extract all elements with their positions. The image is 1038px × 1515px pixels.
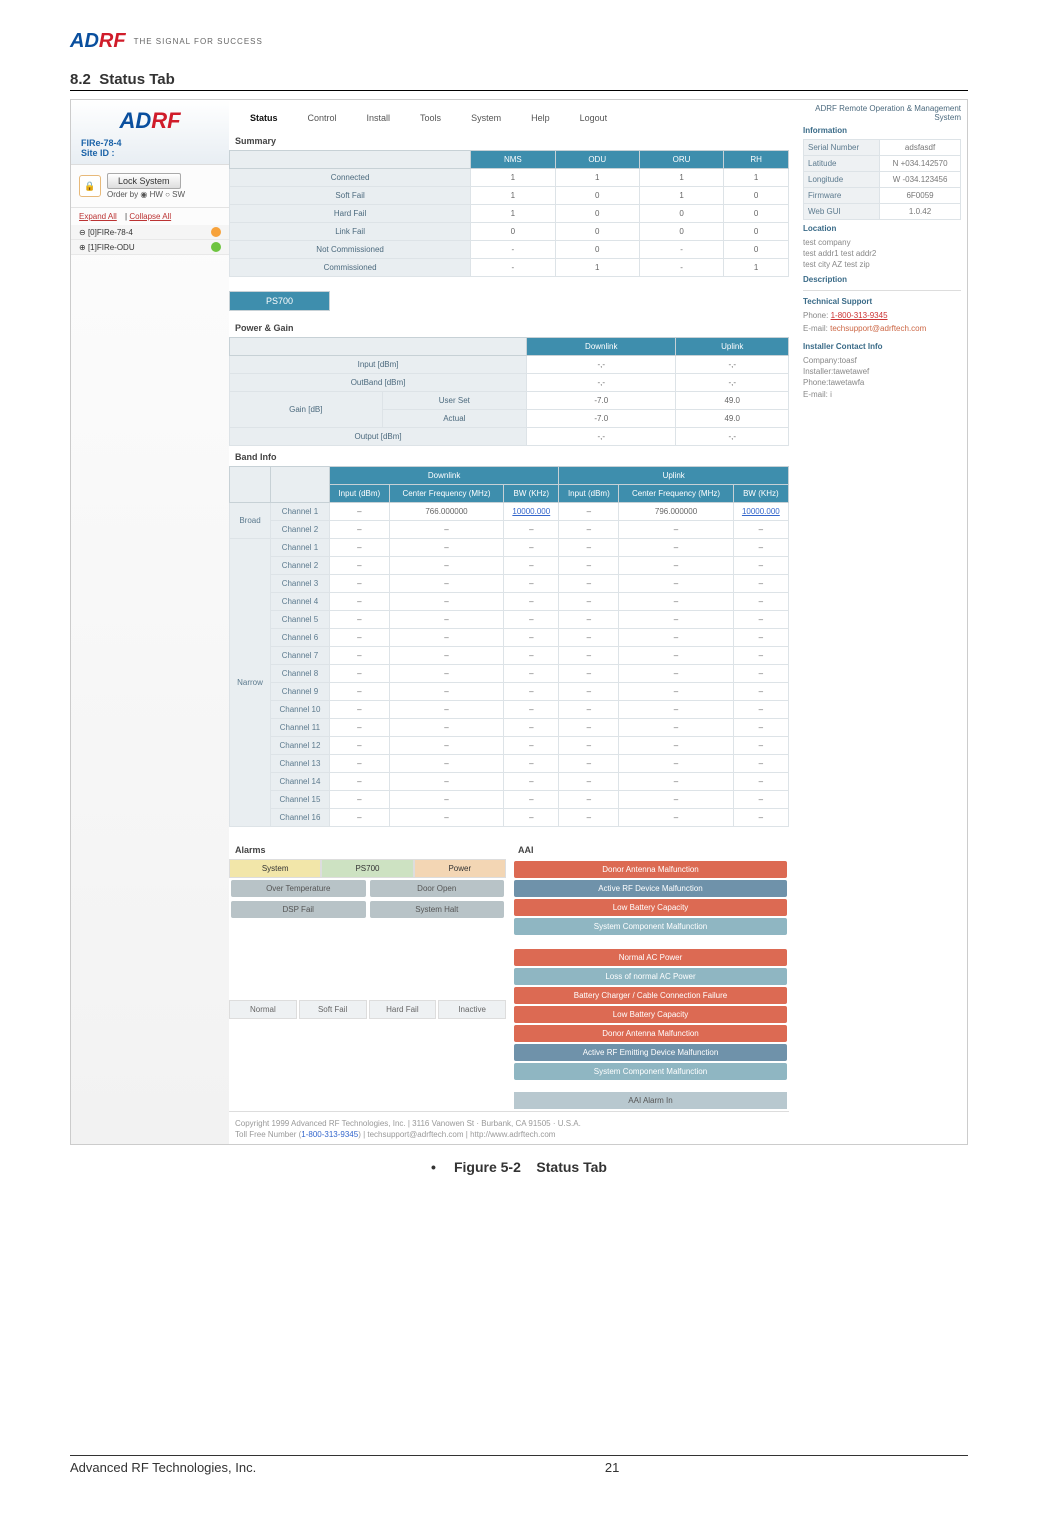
- tab-control[interactable]: Control: [293, 106, 352, 130]
- aai-pill: Donor Antenna Malfunction: [514, 1025, 787, 1042]
- doc-logo: ADRF THE SIGNAL FOR SUCCESS: [70, 30, 968, 53]
- ps-badge: PS700: [229, 291, 330, 311]
- tab-install[interactable]: Install: [352, 106, 406, 130]
- expand-all-link[interactable]: Expand All: [79, 212, 117, 221]
- aai-title: AAI: [512, 839, 789, 859]
- aai-pill: Active RF Emitting Device Malfunction: [514, 1044, 787, 1061]
- alarms-title: Alarms: [229, 839, 506, 859]
- power-gain-title: Power & Gain: [229, 317, 789, 337]
- screenshot: ADRF FIRe-78-4 Site ID : 🔒 Lock System O…: [70, 99, 968, 1145]
- location-title: Location: [803, 224, 961, 233]
- alarm-tab-system[interactable]: System: [229, 859, 321, 878]
- band-ul: Uplink: [559, 467, 789, 485]
- main-content: StatusControlInstallToolsSystemHelpLogou…: [229, 100, 797, 1144]
- info-title: Information: [803, 126, 961, 135]
- aai-pill: Active RF Device Malfunction: [514, 880, 787, 897]
- support-phone-link[interactable]: 1-800-313-9345: [831, 311, 888, 320]
- band-title: Band Info: [229, 446, 789, 466]
- product-name: FIRe-78-4: [81, 138, 219, 148]
- aai-pill: Normal AC Power: [514, 949, 787, 966]
- tab-status[interactable]: Status: [235, 106, 293, 130]
- installer-title: Installer Contact Info: [803, 342, 961, 351]
- description-title: Description: [803, 275, 961, 284]
- footer-phone-link[interactable]: 1-800-313-9345: [301, 1130, 358, 1139]
- status-dot-icon: [211, 242, 221, 252]
- band-table: DownlinkUplink Input (dBm)Center Frequen…: [229, 466, 789, 827]
- collapse-all-link[interactable]: Collapse All: [129, 212, 171, 221]
- col-uplink: Uplink: [676, 338, 789, 356]
- lock-icon: 🔒: [79, 175, 101, 197]
- aai-pill: System Component Malfunction: [514, 918, 787, 935]
- orderby-label: Order by ◉ HW ○ SW: [107, 190, 185, 199]
- nav-tabs: StatusControlInstallToolsSystemHelpLogou…: [229, 100, 789, 130]
- logo-ad: AD: [70, 30, 99, 52]
- site-id-label: Site ID :: [81, 148, 219, 158]
- alarm-legend: NormalSoft FailHard FailInactive: [229, 1000, 506, 1019]
- tab-tools[interactable]: Tools: [405, 106, 456, 130]
- aai-footer: AAI Alarm In: [514, 1092, 787, 1109]
- col-downlink: Downlink: [527, 338, 676, 356]
- status-dot-icon: [211, 227, 221, 237]
- alarm-pill: System Halt: [370, 901, 505, 918]
- alarm-pill: DSP Fail: [231, 901, 366, 918]
- sidebar-logo: ADRF: [81, 106, 219, 138]
- summary-table: NMSODUORURH Connected1111Soft Fail1010Ha…: [229, 150, 789, 277]
- band-dl: Downlink: [329, 467, 559, 485]
- alarm-tab-power[interactable]: Power: [414, 859, 506, 878]
- section-heading: 8.2 Status Tab: [70, 71, 968, 91]
- sidebar: ADRF FIRe-78-4 Site ID : 🔒 Lock System O…: [71, 100, 229, 1144]
- right-panel: ADRF Remote Operation & Management Syste…: [797, 100, 967, 1144]
- alarm-tab-ps700[interactable]: PS700: [321, 859, 413, 878]
- tab-help[interactable]: Help: [516, 106, 565, 130]
- tab-logout[interactable]: Logout: [565, 106, 623, 130]
- aai-pill: Low Battery Capacity: [514, 899, 787, 916]
- logo-tagline: THE SIGNAL FOR SUCCESS: [134, 37, 263, 46]
- aai-pill: Loss of normal AC Power: [514, 968, 787, 985]
- tech-support-title: Technical Support: [803, 297, 961, 306]
- tree-item[interactable]: ⊕ [1]FIRe-ODU: [71, 240, 229, 255]
- aai-pill: Low Battery Capacity: [514, 1006, 787, 1023]
- tab-system[interactable]: System: [456, 106, 516, 130]
- page-footer: Advanced RF Technologies, Inc. 21: [70, 1455, 968, 1475]
- logo-rf: RF: [99, 30, 126, 52]
- alarm-pill: Door Open: [370, 880, 505, 897]
- system-title: ADRF Remote Operation & Management Syste…: [803, 104, 961, 122]
- tree-item[interactable]: ⊖ [0]FIRe-78-4: [71, 225, 229, 240]
- info-table: Serial NumberadsfasdfLatitudeN +034.1425…: [803, 139, 961, 220]
- power-gain-table: DownlinkUplink Input [dBm]-,--,-OutBand …: [229, 337, 789, 446]
- summary-title: Summary: [229, 130, 789, 150]
- aai-pill: Battery Charger / Cable Connection Failu…: [514, 987, 787, 1004]
- aai-pill: System Component Malfunction: [514, 1063, 787, 1080]
- screenshot-footer: Copyright 1999 Advanced RF Technologies,…: [229, 1111, 789, 1144]
- aai-pill: Donor Antenna Malfunction: [514, 861, 787, 878]
- support-email: techsupport@adrftech.com: [830, 324, 926, 333]
- figure-caption: •Figure 5-2 Status Tab: [70, 1159, 968, 1175]
- alarm-pill: Over Temperature: [231, 880, 366, 897]
- lock-system-button[interactable]: Lock System: [107, 173, 181, 189]
